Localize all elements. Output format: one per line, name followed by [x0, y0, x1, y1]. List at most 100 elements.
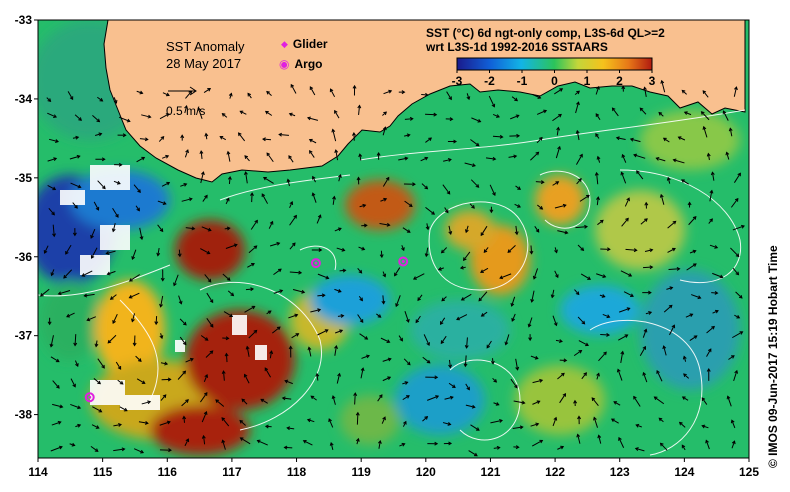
current-vector-head	[281, 396, 286, 401]
current-vector	[617, 369, 623, 381]
current-vector-head	[298, 270, 303, 275]
current-vector-head	[573, 399, 578, 404]
current-vector-head	[585, 342, 590, 347]
current-vector	[239, 420, 246, 426]
current-vector	[113, 448, 125, 452]
altimetry-contours	[38, 109, 746, 456]
current-vector	[330, 442, 334, 451]
current-vector-head	[471, 404, 476, 409]
current-vector	[620, 351, 624, 364]
current-vector-head	[621, 153, 626, 158]
current-vector-head	[308, 138, 313, 143]
current-vector-head	[83, 293, 88, 298]
current-vector-head	[386, 222, 391, 227]
current-vector	[91, 247, 98, 259]
current-vector-head	[355, 411, 360, 416]
current-vector-head	[96, 118, 101, 123]
colorbar-tick-label: 2	[616, 74, 623, 88]
current-vector	[97, 96, 103, 102]
current-vector-head	[671, 324, 676, 329]
current-vector-head	[687, 201, 692, 206]
current-vector-head	[626, 197, 630, 202]
current-vector-head	[648, 290, 652, 295]
current-vector-head	[491, 103, 496, 108]
current-vector-head	[406, 133, 411, 138]
current-vector-head	[288, 345, 293, 350]
current-vector	[133, 184, 141, 193]
current-vector-head	[575, 291, 580, 296]
current-vector	[556, 127, 559, 136]
current-vector	[639, 346, 646, 356]
current-vector	[200, 248, 210, 254]
argo-float-center	[401, 259, 405, 263]
current-vector	[357, 268, 362, 274]
current-vector	[113, 424, 122, 427]
current-vector	[731, 441, 736, 449]
current-vector-head	[649, 265, 654, 270]
current-vector	[338, 174, 342, 182]
current-vector-head	[437, 267, 442, 271]
current-vector-head	[317, 214, 322, 219]
current-vector-head	[379, 254, 384, 259]
current-vector-head	[734, 86, 738, 91]
current-vector-head	[596, 85, 600, 90]
current-vector-head	[311, 192, 316, 197]
current-vector	[402, 395, 410, 401]
current-vector-head	[306, 418, 311, 423]
current-vector-head	[128, 294, 133, 299]
current-vector-head	[514, 384, 518, 389]
current-vector	[470, 179, 479, 188]
current-vector	[339, 269, 346, 272]
current-vector-head	[294, 313, 299, 318]
current-vector-head	[227, 175, 232, 180]
current-vector-head	[131, 318, 135, 323]
current-vector	[359, 204, 366, 208]
current-vector-head	[106, 271, 111, 276]
current-vector	[206, 292, 214, 303]
current-vector	[206, 317, 214, 328]
current-vector-head	[199, 150, 204, 155]
current-vector	[552, 181, 559, 186]
current-vector	[512, 426, 523, 430]
current-vector	[597, 156, 601, 163]
current-vector	[635, 447, 645, 452]
current-vector-head	[466, 386, 470, 391]
current-vector-head	[535, 151, 540, 156]
current-vector-head	[352, 84, 357, 89]
current-vector	[67, 91, 74, 100]
current-vector	[735, 291, 743, 299]
current-vectors	[39, 79, 745, 457]
current-vector	[160, 362, 168, 365]
current-vector-head	[230, 292, 235, 297]
current-vector-head	[577, 415, 582, 420]
current-vector-head	[352, 131, 356, 136]
current-vector-head	[226, 226, 231, 231]
current-vector	[463, 251, 471, 261]
current-vector	[245, 171, 248, 184]
current-vector	[559, 393, 566, 404]
current-vector	[579, 194, 590, 202]
current-vector-head	[682, 355, 687, 360]
current-vector	[573, 350, 582, 357]
current-vector-head	[415, 319, 420, 324]
current-vector-head	[90, 255, 95, 259]
current-vector-head	[660, 79, 665, 84]
current-vector-head	[709, 189, 714, 194]
current-vector-head	[417, 297, 421, 302]
x-tick-label: 123	[610, 465, 630, 479]
current-vector-head	[267, 310, 272, 315]
current-vector	[310, 309, 321, 313]
current-vector-head	[209, 299, 214, 304]
current-vector	[465, 404, 475, 408]
current-vector-head	[173, 282, 177, 287]
current-vector	[577, 316, 585, 325]
current-vector	[689, 335, 698, 341]
current-vector	[404, 200, 413, 207]
current-vector	[465, 225, 469, 233]
current-vector	[52, 403, 63, 408]
map-date: 28 May 2017	[166, 56, 242, 71]
current-vector	[222, 440, 226, 450]
current-vector-head	[693, 335, 698, 339]
current-vector-head	[260, 398, 265, 403]
current-vector-head	[653, 396, 658, 400]
